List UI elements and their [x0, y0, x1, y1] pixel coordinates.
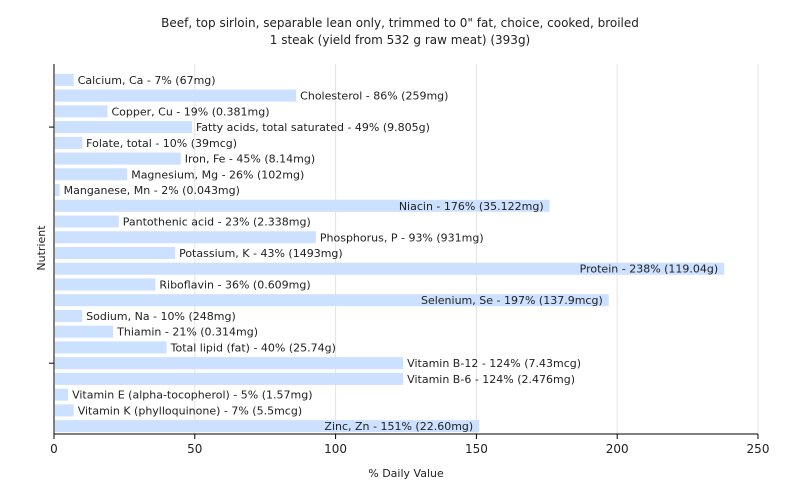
bar	[55, 184, 60, 197]
bar-label: Vitamin E (alpha-tocopherol) - 5% (1.57m…	[72, 389, 312, 402]
bar-label: Cholesterol - 86% (259mg)	[300, 90, 448, 103]
bar-label: Riboflavin - 36% (0.609mg)	[159, 278, 310, 291]
bar	[55, 231, 316, 244]
bar	[55, 278, 156, 291]
bar	[55, 294, 609, 307]
bar-label: Niacin - 176% (35.122mg)	[399, 200, 544, 213]
bar-label: Pantothenic acid - 23% (2.338mg)	[123, 216, 311, 229]
bar	[55, 325, 114, 338]
x-tick-label: 250	[747, 442, 770, 456]
axes-group: 0 50 100 150 200 250	[49, 64, 769, 456]
y-axis-label: Nutrient	[35, 225, 48, 271]
bar	[55, 105, 108, 118]
bar-label: Protein - 238% (119.04g)	[580, 263, 719, 276]
bars-group: Calcium, Ca - 7% (67mg) Cholesterol - 86%…	[55, 73, 725, 433]
bar-label: Copper, Cu - 19% (0.381mg)	[112, 105, 270, 118]
bar	[55, 341, 167, 354]
bar	[55, 309, 83, 322]
bar	[55, 121, 192, 134]
bar	[55, 420, 480, 433]
bar	[55, 199, 550, 212]
chart-subtitle: 1 steak (yield from 532 g raw meat) (393…	[270, 33, 531, 47]
bar-label: Potassium, K - 43% (1493mg)	[179, 247, 343, 260]
grid-lines	[194, 64, 759, 434]
bar	[55, 262, 725, 275]
bar	[55, 372, 404, 385]
bar	[55, 388, 69, 401]
bar-label: Fatty acids, total saturated - 49% (9.80…	[196, 121, 430, 134]
bar	[55, 247, 176, 259]
bar	[55, 152, 181, 165]
bar-label: Zinc, Zn - 151% (22.60mg)	[324, 420, 473, 433]
bar-label: Manganese, Mn - 2% (0.043mg)	[64, 184, 240, 197]
bar-label: Phosphorus, P - 93% (931mg)	[320, 231, 484, 244]
x-tick-label: 50	[187, 442, 202, 456]
x-tick-label: 100	[324, 442, 347, 456]
x-axis-label: % Daily Value	[368, 467, 444, 480]
bar	[55, 404, 74, 417]
chart-title: Beef, top sirloin, separable lean only, …	[161, 16, 639, 30]
bar-label: Total lipid (fat) - 40% (25.74g)	[170, 341, 336, 354]
bar-label: Thiamin - 21% (0.314mg)	[116, 326, 258, 339]
x-tick-label: 150	[465, 442, 488, 456]
bar	[55, 89, 297, 102]
bar	[55, 357, 404, 370]
bar-label: Vitamin K (phylloquinone) - 7% (5.5mcg)	[78, 404, 302, 417]
bar-label: Iron, Fe - 45% (8.14mg)	[185, 153, 315, 166]
bar	[55, 215, 119, 228]
bar-label: Vitamin B-12 - 124% (7.43mcg)	[407, 357, 581, 370]
bar-label: Selenium, Se - 197% (137.9mcg)	[421, 294, 603, 307]
bar-label: Calcium, Ca - 7% (67mg)	[78, 74, 216, 87]
bar-label: Magnesium, Mg - 26% (102mg)	[131, 168, 304, 181]
x-tick-label: 200	[606, 442, 629, 456]
bar	[55, 168, 128, 181]
bar	[55, 136, 83, 149]
bar	[55, 73, 74, 86]
bar-label: Vitamin B-6 - 124% (2.476mg)	[407, 373, 575, 386]
bar-label: Folate, total - 10% (39mcg)	[86, 137, 237, 150]
bar-label: Sodium, Na - 10% (248mg)	[86, 310, 236, 323]
x-tick-label: 0	[50, 442, 58, 456]
